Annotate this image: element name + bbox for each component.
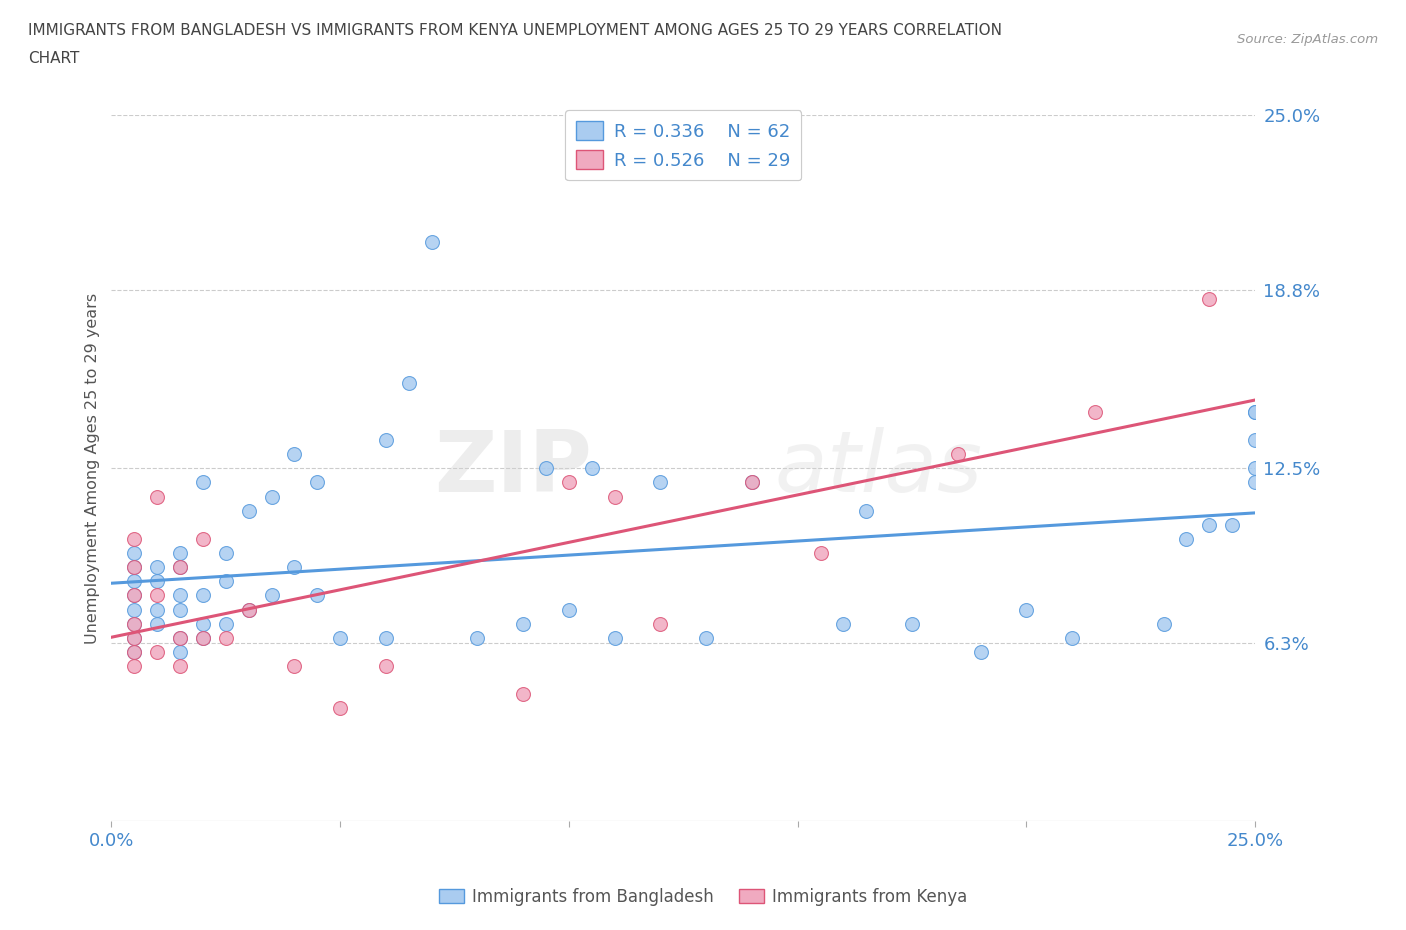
- Point: [603, 489, 626, 504]
- Point: [741, 475, 763, 490]
- Point: [969, 644, 991, 659]
- Point: [832, 617, 855, 631]
- Legend: Immigrants from Bangladesh, Immigrants from Kenya: Immigrants from Bangladesh, Immigrants f…: [432, 881, 974, 912]
- Point: [901, 617, 924, 631]
- Point: [307, 475, 329, 490]
- Point: [1244, 460, 1267, 475]
- Point: [1244, 432, 1267, 447]
- Point: [238, 602, 260, 617]
- Point: [169, 560, 191, 575]
- Point: [398, 376, 420, 391]
- Point: [169, 602, 191, 617]
- Point: [215, 574, 238, 589]
- Point: [191, 631, 214, 645]
- Point: [191, 531, 214, 546]
- Point: [215, 546, 238, 561]
- Point: [810, 546, 832, 561]
- Point: [946, 446, 969, 461]
- Point: [374, 432, 396, 447]
- Point: [169, 644, 191, 659]
- Point: [1198, 517, 1220, 532]
- Point: [215, 631, 238, 645]
- Point: [124, 560, 146, 575]
- Point: [169, 631, 191, 645]
- Point: [374, 631, 396, 645]
- Point: [467, 631, 489, 645]
- Text: atlas: atlas: [775, 427, 983, 510]
- Point: [650, 475, 672, 490]
- Point: [146, 588, 169, 603]
- Point: [124, 560, 146, 575]
- Point: [1244, 405, 1267, 419]
- Point: [1244, 405, 1267, 419]
- Point: [283, 658, 305, 673]
- Point: [603, 631, 626, 645]
- Text: ZIP: ZIP: [434, 427, 592, 510]
- Point: [695, 631, 717, 645]
- Point: [420, 234, 443, 249]
- Point: [169, 631, 191, 645]
- Point: [1175, 531, 1198, 546]
- Point: [374, 658, 396, 673]
- Point: [260, 588, 283, 603]
- Point: [124, 631, 146, 645]
- Point: [283, 446, 305, 461]
- Point: [650, 617, 672, 631]
- Point: [741, 475, 763, 490]
- Point: [1084, 405, 1107, 419]
- Text: IMMIGRANTS FROM BANGLADESH VS IMMIGRANTS FROM KENYA UNEMPLOYMENT AMONG AGES 25 T: IMMIGRANTS FROM BANGLADESH VS IMMIGRANTS…: [28, 23, 1002, 38]
- Point: [283, 560, 305, 575]
- Point: [169, 588, 191, 603]
- Point: [124, 644, 146, 659]
- Point: [146, 574, 169, 589]
- Point: [558, 475, 581, 490]
- Point: [558, 602, 581, 617]
- Point: [146, 489, 169, 504]
- Point: [124, 631, 146, 645]
- Point: [1015, 602, 1038, 617]
- Point: [124, 602, 146, 617]
- Point: [124, 531, 146, 546]
- Point: [124, 546, 146, 561]
- Point: [512, 617, 534, 631]
- Legend: R = 0.336    N = 62, R = 0.526    N = 29: R = 0.336 N = 62, R = 0.526 N = 29: [565, 110, 801, 180]
- Point: [124, 574, 146, 589]
- Point: [146, 602, 169, 617]
- Point: [191, 475, 214, 490]
- Point: [307, 588, 329, 603]
- Point: [1220, 517, 1243, 532]
- Text: CHART: CHART: [28, 51, 80, 66]
- Point: [169, 560, 191, 575]
- Point: [191, 588, 214, 603]
- Point: [146, 644, 169, 659]
- Point: [124, 644, 146, 659]
- Point: [260, 489, 283, 504]
- Point: [534, 460, 557, 475]
- Point: [191, 631, 214, 645]
- Point: [512, 687, 534, 702]
- Point: [1062, 631, 1084, 645]
- Point: [238, 602, 260, 617]
- Point: [124, 658, 146, 673]
- Point: [124, 588, 146, 603]
- Point: [329, 631, 352, 645]
- Point: [1153, 617, 1175, 631]
- Text: Source: ZipAtlas.com: Source: ZipAtlas.com: [1237, 33, 1378, 46]
- Point: [855, 503, 877, 518]
- Point: [191, 617, 214, 631]
- Point: [169, 546, 191, 561]
- Point: [329, 701, 352, 716]
- Point: [215, 617, 238, 631]
- Point: [124, 617, 146, 631]
- Point: [124, 588, 146, 603]
- Y-axis label: Unemployment Among Ages 25 to 29 years: Unemployment Among Ages 25 to 29 years: [86, 293, 100, 644]
- Point: [1244, 475, 1267, 490]
- Point: [146, 617, 169, 631]
- Point: [169, 658, 191, 673]
- Point: [124, 617, 146, 631]
- Point: [581, 460, 603, 475]
- Point: [1198, 291, 1220, 306]
- Point: [238, 503, 260, 518]
- Point: [146, 560, 169, 575]
